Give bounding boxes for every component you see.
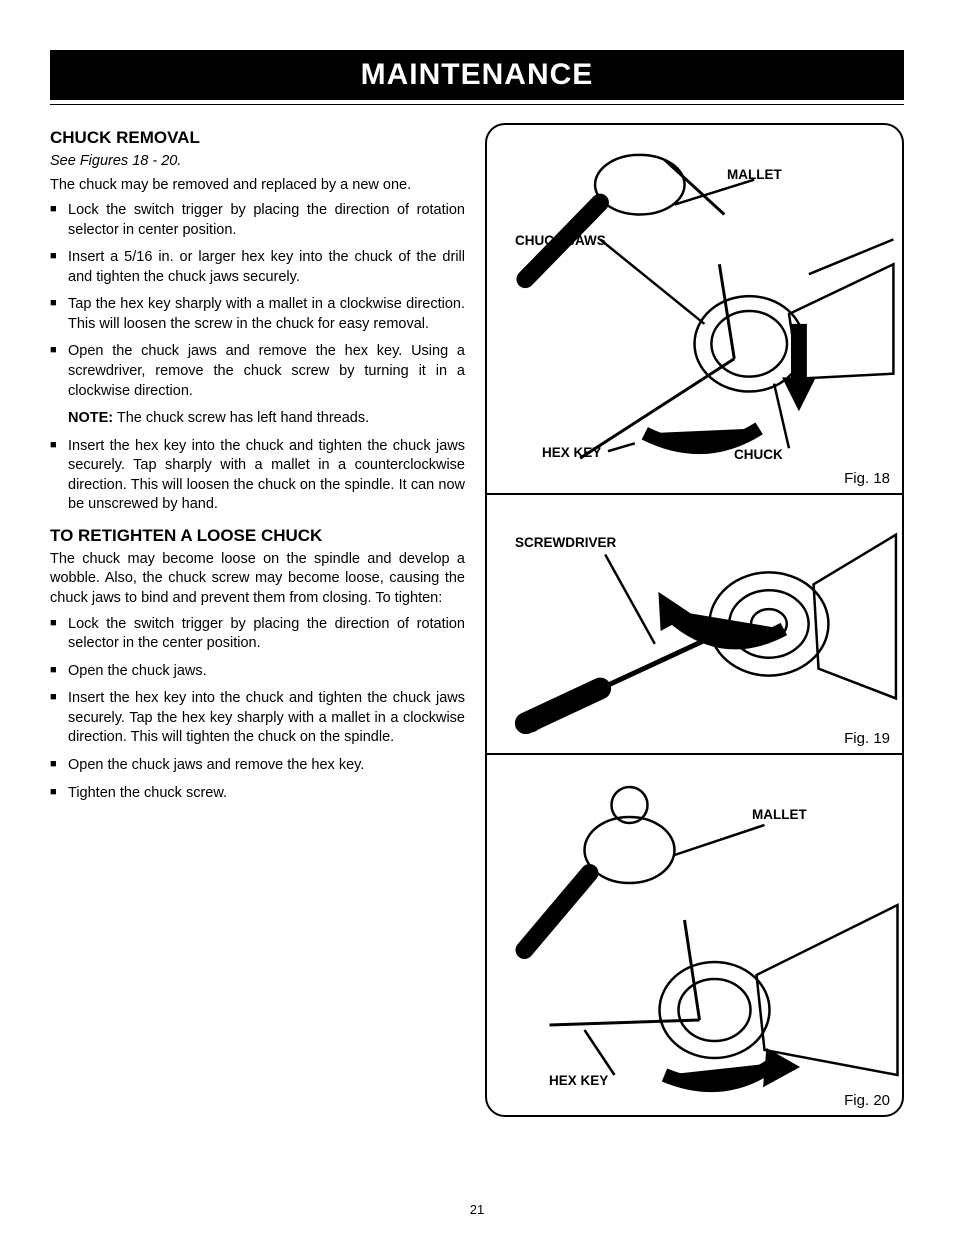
list-item: Open the chuck jaws. [50, 662, 465, 682]
label-screwdriver: SCREWDRIVER [515, 535, 616, 550]
label-hex-key: HEX KEY [542, 445, 601, 460]
figure-19-illustration [487, 495, 902, 753]
heading-retighten: TO RETIGHTEN A LOOSE CHUCK [50, 525, 465, 548]
figures-column: MALLET CHUCK JAWS HEX KEY CHUCK Fig. 18 [485, 123, 904, 1117]
figure-20: MALLET HEX KEY Fig. 20 [487, 755, 902, 1115]
page-title-bar: MAINTENANCE [50, 50, 904, 100]
list-item: Open the chuck jaws and remove the hex k… [50, 756, 465, 776]
list-item: Open the chuck jaws and remove the hex k… [50, 342, 465, 401]
figure-19: SCREWDRIVER Fig. 19 [487, 495, 902, 755]
label-mallet: MALLET [727, 167, 782, 182]
page-number: 21 [0, 1202, 954, 1217]
note-line: NOTE: The chuck screw has left hand thre… [50, 409, 465, 429]
list-item: Lock the switch trigger by placing the d… [50, 615, 465, 654]
figure-18: MALLET CHUCK JAWS HEX KEY CHUCK Fig. 18 [487, 125, 902, 495]
figure-18-illustration [487, 125, 902, 493]
note-text: The chuck screw has left hand threads. [113, 410, 369, 426]
list-item: Tighten the chuck screw. [50, 784, 465, 804]
title-rule [50, 104, 904, 105]
list-item: Tap the hex key sharply with a mallet in… [50, 295, 465, 334]
section1-list: Lock the switch trigger by placing the d… [50, 201, 465, 401]
see-figures-ref: See Figures 18 - 20. [50, 152, 465, 172]
label-chuck-jaws: CHUCK JAWS [515, 233, 606, 248]
list-item: Insert a 5/16 in. or larger hex key into… [50, 248, 465, 287]
figure-20-illustration [487, 755, 902, 1115]
heading-chuck-removal: CHUCK REMOVAL [50, 127, 465, 150]
section1-intro: The chuck may be removed and replaced by… [50, 176, 465, 196]
figure-20-caption: Fig. 20 [844, 1092, 890, 1109]
figure-18-caption: Fig. 18 [844, 470, 890, 487]
label-chuck: CHUCK [734, 447, 783, 462]
section2-list: Lock the switch trigger by placing the d… [50, 615, 465, 804]
section1-list-cont: Insert the hex key into the chuck and ti… [50, 437, 465, 515]
label-mallet-20: MALLET [752, 807, 807, 822]
section2-intro: The chuck may become loose on the spindl… [50, 550, 465, 609]
content-columns: CHUCK REMOVAL See Figures 18 - 20. The c… [50, 123, 904, 1117]
figure-19-caption: Fig. 19 [844, 730, 890, 747]
note-label: NOTE: [68, 410, 113, 426]
list-item: Lock the switch trigger by placing the d… [50, 201, 465, 240]
list-item: Insert the hex key into the chuck and ti… [50, 437, 465, 515]
text-column: CHUCK REMOVAL See Figures 18 - 20. The c… [50, 123, 465, 1117]
label-hex-key-20: HEX KEY [549, 1073, 608, 1088]
list-item: Insert the hex key into the chuck and ti… [50, 689, 465, 748]
